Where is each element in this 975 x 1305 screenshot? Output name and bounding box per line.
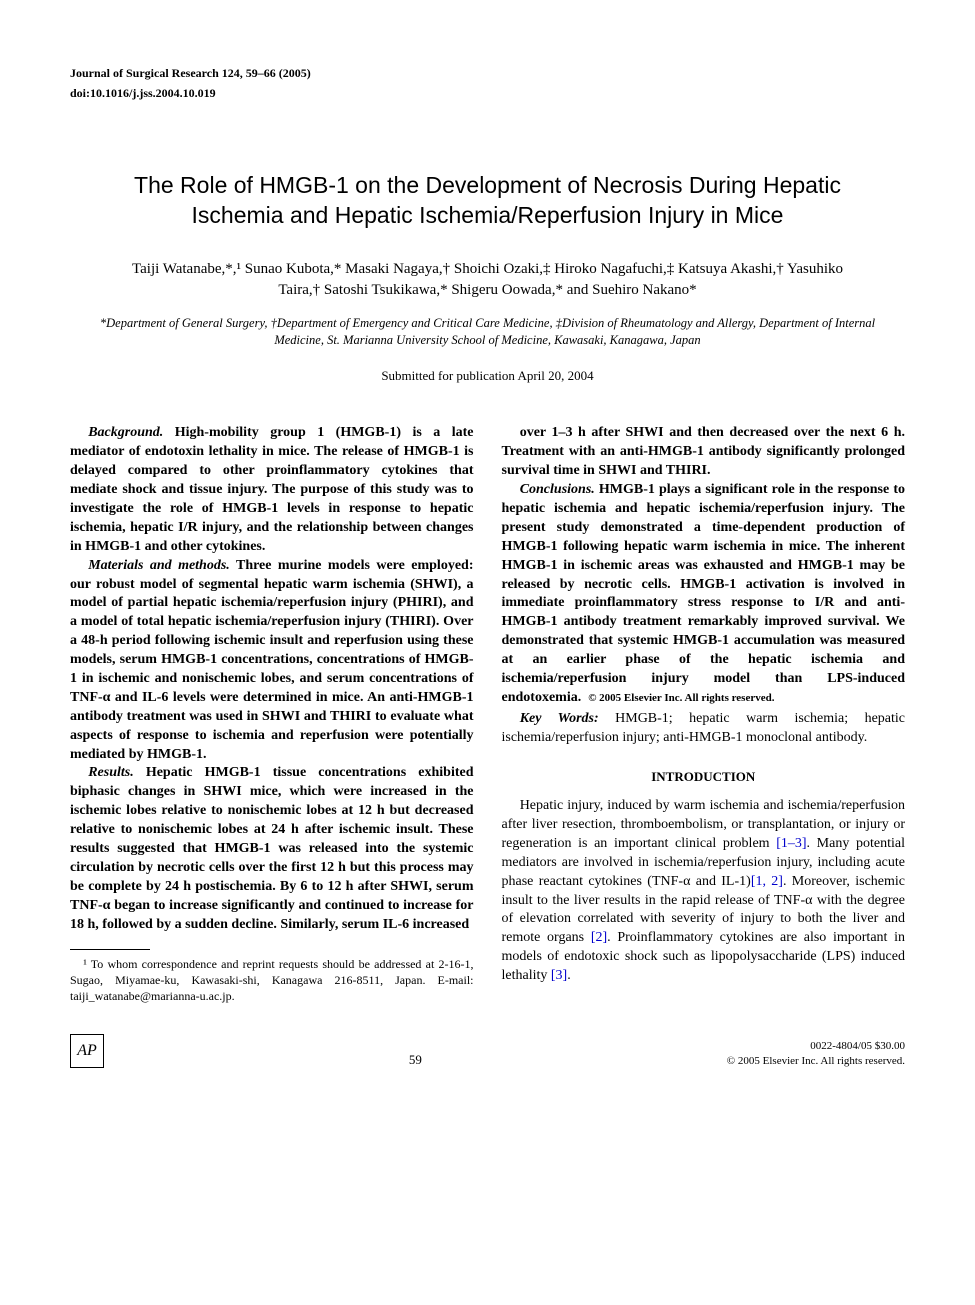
- materials-label: Materials and methods.: [88, 558, 230, 573]
- submitted-date: Submitted for publication April 20, 2004: [70, 367, 905, 385]
- background-text: High-mobility group 1 (HMGB-1) is a late…: [70, 425, 474, 553]
- results-text: Hepatic HMGB-1 tissue concentrations exh…: [70, 765, 474, 931]
- conclusions-text: HMGB-1 plays a significant role in the r…: [502, 482, 906, 705]
- affiliations: *Department of General Surgery, †Departm…: [90, 315, 885, 349]
- materials-text: Three murine models were employed: our r…: [70, 558, 474, 762]
- abstract-results: Results. Hepatic HMGB-1 tissue concentra…: [70, 764, 474, 934]
- intro-para-1: Hepatic injury, induced by warm ischemia…: [502, 797, 906, 986]
- keywords-label: Key Words:: [520, 711, 599, 726]
- results-label: Results.: [88, 765, 134, 780]
- abstract-materials: Materials and methods. Three murine mode…: [70, 557, 474, 765]
- publisher-logo: AP: [70, 1034, 104, 1068]
- introduction-heading: INTRODUCTION: [502, 768, 906, 786]
- conclusions-label: Conclusions.: [520, 482, 595, 497]
- doi: doi:10.1016/j.jss.2004.10.019: [70, 85, 905, 101]
- page-number: 59: [104, 1051, 727, 1069]
- article-title: The Role of HMGB-1 on the Development of…: [100, 171, 875, 231]
- intro-text-e: .: [567, 968, 571, 983]
- page-footer: AP 59 0022-4804/05 $30.00 © 2005 Elsevie…: [70, 1034, 905, 1068]
- abstract-copyright: © 2005 Elsevier Inc. All rights reserved…: [588, 692, 774, 704]
- issn-price: 0022-4804/05 $30.00: [727, 1039, 905, 1053]
- footer-copyright: 0022-4804/05 $30.00 © 2005 Elsevier Inc.…: [727, 1039, 905, 1068]
- ref-link-1-2[interactable]: [1, 2]: [751, 874, 783, 889]
- footer-copyright-text: © 2005 Elsevier Inc. All rights reserved…: [727, 1054, 905, 1068]
- ref-link-3[interactable]: [3]: [551, 968, 567, 983]
- corresponding-author-footnote: ¹ To whom correspondence and reprint req…: [70, 956, 474, 1005]
- keywords: Key Words: HMGB-1; hepatic warm ischemia…: [502, 710, 906, 748]
- abstract-results-continued: over 1–3 h after SHWI and then decreased…: [502, 424, 906, 481]
- author-list: Taiji Watanabe,*,¹ Sunao Kubota,* Masaki…: [110, 259, 865, 301]
- journal-citation: Journal of Surgical Research 124, 59–66 …: [70, 65, 905, 81]
- footnote-rule: [70, 949, 150, 950]
- ref-link-1-3[interactable]: [1–3]: [776, 836, 806, 851]
- abstract-and-intro-columns: Background. High-mobility group 1 (HMGB-…: [70, 424, 905, 1004]
- abstract-background: Background. High-mobility group 1 (HMGB-…: [70, 424, 474, 556]
- abstract-conclusions: Conclusions. HMGB-1 plays a significant …: [502, 481, 906, 708]
- ref-link-2[interactable]: [2]: [591, 930, 607, 945]
- background-label: Background.: [88, 425, 163, 440]
